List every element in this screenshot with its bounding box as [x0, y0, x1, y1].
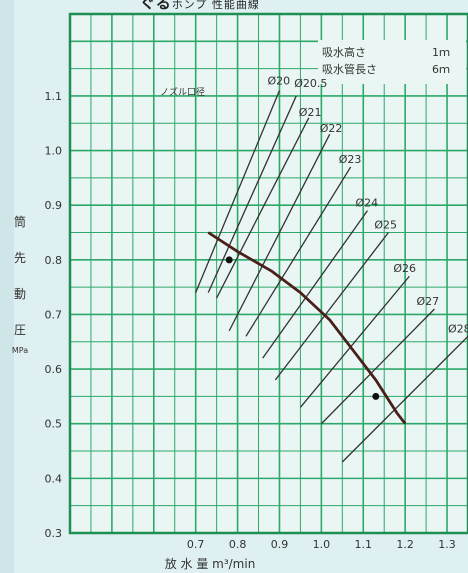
x-tick-label: 0.8: [229, 538, 247, 551]
x-tick-label: 1.3: [438, 538, 456, 551]
nozzle-label: Ø20: [267, 74, 290, 87]
y-tick-label: 0.9: [45, 199, 63, 212]
nozzle-line: [299, 275, 410, 408]
nozzle-line: [341, 335, 468, 463]
nozzle-label: Ø28: [448, 322, 468, 335]
y-axis-label-char: 動: [14, 287, 26, 301]
nozzle-lines-layer: [195, 90, 468, 463]
y-tick-label: 0.6: [45, 363, 63, 376]
labels-layer: 吸水高さ 1ｍ 吸水管長さ 6ｍ ノズル口径 Ø20 Ø20.5 Ø21 Ø22 Ø23 Ø24 Ø2…: [12, 40, 468, 571]
y-tick-label: 0.5: [45, 418, 63, 431]
x-axis-label: 放 水 量 m³/min: [165, 556, 256, 571]
y-tick-label: 1.0: [45, 145, 63, 158]
x-tick-label: 1.2: [396, 538, 414, 551]
nozzle-label: Ø23: [339, 153, 362, 166]
y-tick-label: 0.8: [45, 254, 63, 267]
plot-border: [68, 12, 468, 535]
x-tick-label: 1.0: [313, 538, 331, 551]
y-tick-label: 1.1: [45, 90, 63, 103]
chart-title: ぐるホンプ 性能曲線: [140, 0, 260, 12]
x-tick-label: 1.1: [355, 538, 373, 551]
performance-curve: [207, 231, 407, 425]
y-axis-label-char: 先: [14, 251, 26, 265]
nozzle-line: [320, 308, 435, 425]
nozzle-label: Ø25: [374, 219, 397, 232]
y-axis-unit: MPa: [12, 346, 28, 355]
x-tick-label: 0.9: [271, 538, 289, 551]
chart-title-small: ホンプ 性能曲線: [171, 0, 260, 11]
nozzle-line: [245, 166, 352, 337]
y-axis-label-char: 圧: [14, 323, 26, 337]
nozzle-line: [274, 232, 389, 381]
nozzle-line: [216, 117, 310, 299]
y-tick-label: 0.4: [45, 472, 63, 485]
y-tick-label: 0.7: [45, 308, 63, 321]
nozzle-header: ノズル口径: [160, 86, 205, 98]
grid-layer: [68, 12, 468, 535]
condition-label: 吸水高さ: [322, 45, 366, 59]
operating-point: [372, 392, 380, 400]
nozzle-line: [207, 95, 297, 293]
left-margin-strip: [0, 0, 14, 573]
condition-value: 6ｍ: [432, 63, 450, 76]
nozzle-label: Ø21: [299, 106, 322, 119]
plot-area: [70, 14, 468, 533]
operating-point: [225, 256, 233, 264]
condition-value: 1ｍ: [432, 46, 450, 59]
nozzle-label: Ø26: [393, 262, 416, 275]
conditions-box: [318, 40, 466, 84]
condition-label: 吸水管長さ: [322, 62, 377, 76]
y-tick-label: 0.3: [45, 527, 63, 540]
nozzle-label: Ø22: [320, 122, 343, 135]
nozzle-line: [195, 90, 281, 293]
nozzle-label: Ø20.5: [294, 77, 327, 90]
nozzle-label: Ø27: [416, 295, 439, 308]
x-tick-label: 0.7: [187, 538, 205, 551]
performance-curve-layer: [207, 231, 407, 425]
y-axis-label-char: 筒: [14, 214, 26, 229]
nozzle-line: [228, 133, 331, 332]
nozzle-line: [262, 210, 368, 359]
nozzle-label: Ø24: [355, 197, 378, 210]
